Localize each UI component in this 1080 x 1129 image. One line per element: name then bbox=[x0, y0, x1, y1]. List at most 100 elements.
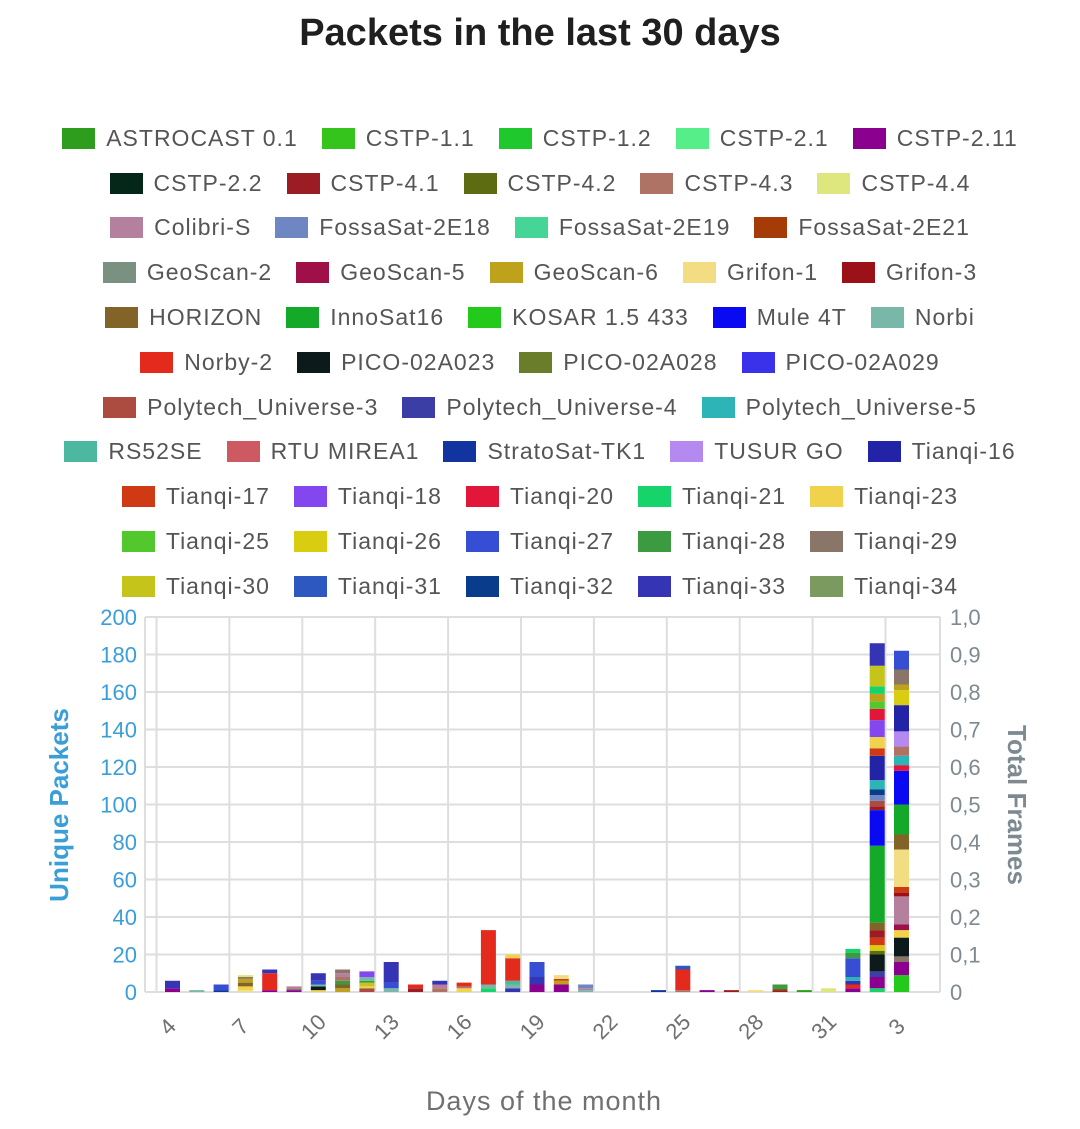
legend-item[interactable]: ASTROCAST 0.1 bbox=[62, 125, 298, 152]
legend-label: CSTP-1.2 bbox=[542, 124, 652, 151]
legend-item[interactable]: Polytech_Universe-4 bbox=[402, 394, 677, 421]
legend-item[interactable]: Tianqi-25 bbox=[121, 528, 270, 555]
legend-label: GeoScan-6 bbox=[533, 259, 659, 286]
legend-label: FossaSat-2E18 bbox=[319, 214, 491, 241]
legend-item[interactable]: Tianqi-29 bbox=[810, 528, 958, 555]
y-tick-label-left: 180 bbox=[100, 643, 137, 668]
legend-row: Colibri-S FossaSat-2E18 FossaSat-2E19 Fossa… bbox=[40, 206, 1040, 251]
legend-item[interactable]: GeoScan-6 bbox=[489, 259, 659, 286]
bar-segment bbox=[894, 746, 909, 756]
legend-item[interactable]: Tianqi-20 bbox=[465, 483, 614, 510]
legend-item[interactable]: PICO-02A028 bbox=[519, 349, 717, 376]
legend-item[interactable]: CSTP-1.1 bbox=[321, 124, 475, 152]
bar-segment bbox=[699, 990, 715, 992]
legend-swatch bbox=[465, 531, 499, 553]
legend-item[interactable]: RS52SE bbox=[64, 438, 202, 465]
legend-item[interactable]: Norby-2 bbox=[140, 349, 273, 376]
legend-item[interactable]: Colibri-S bbox=[110, 214, 251, 241]
legend-item[interactable]: CSTP-4.1 bbox=[286, 170, 440, 197]
legend-item[interactable]: Tianqi-30 bbox=[121, 572, 270, 600]
legend-item[interactable]: GeoScan-5 bbox=[296, 259, 465, 286]
legend-item[interactable]: Tianqi-34 bbox=[810, 573, 958, 600]
bar-segment bbox=[456, 986, 472, 989]
legend-item[interactable]: Mule 4T bbox=[712, 304, 847, 331]
legend-item[interactable]: Tianqi-23 bbox=[810, 483, 958, 510]
bar-segment bbox=[529, 962, 545, 977]
legend-item[interactable]: CSTP-2.2 bbox=[109, 169, 263, 197]
bar-segment bbox=[335, 988, 351, 992]
legend-swatch bbox=[640, 172, 674, 194]
legend-item[interactable]: PICO-02A023 bbox=[297, 349, 495, 376]
legend-item[interactable]: Tianqi-16 bbox=[867, 438, 1016, 465]
legend-item[interactable]: Tianqi-17 bbox=[121, 483, 270, 510]
bar-segment bbox=[651, 990, 666, 992]
x-axis-title: Days of the month bbox=[426, 1086, 662, 1116]
y-tick-label-right: 0,1 bbox=[950, 943, 981, 968]
bar-segment bbox=[869, 693, 885, 702]
legend-label: Tianqi-32 bbox=[509, 572, 615, 599]
bar-segment bbox=[869, 720, 885, 737]
bar-stack bbox=[869, 643, 885, 992]
legend-item[interactable]: CSTP-2.11 bbox=[852, 125, 1018, 152]
legend-item[interactable]: FossaSat-2E18 bbox=[275, 214, 491, 241]
legend-row: CSTP-2.2 CSTP-4.1 CSTP-4.2 CSTP-4.3 CSTP-4.4 bbox=[40, 161, 1040, 206]
bar-segment bbox=[480, 930, 496, 985]
legend-item[interactable]: RTU MIREA1 bbox=[226, 438, 420, 465]
legend-label: CSTP-1.1 bbox=[365, 124, 475, 151]
bar-stack bbox=[553, 975, 569, 992]
legend-swatch bbox=[465, 575, 499, 597]
bar-stack bbox=[213, 984, 229, 992]
legend-item[interactable]: Tianqi-32 bbox=[465, 572, 615, 600]
bar-segment bbox=[894, 770, 909, 805]
legend-item[interactable]: Polytech_Universe-3 bbox=[103, 394, 378, 421]
legend-item[interactable]: Tianqi-31 bbox=[293, 573, 442, 600]
legend-item[interactable]: FossaSat-2E21 bbox=[754, 214, 970, 241]
bar-segment bbox=[237, 982, 253, 987]
legend-item[interactable]: TUSUR GO bbox=[670, 438, 843, 465]
legend-label: CSTP-2.2 bbox=[153, 169, 263, 196]
legend: ASTROCAST 0.1 CSTP-1.1 CSTP-1.2 CSTP-2.1 CST… bbox=[40, 116, 1040, 609]
legend-item[interactable]: CSTP-4.2 bbox=[463, 170, 617, 197]
y-tick-label-right: 0,3 bbox=[950, 868, 981, 893]
legend-item[interactable]: PICO-02A029 bbox=[741, 349, 940, 376]
bar-segment bbox=[262, 973, 278, 991]
legend-item[interactable]: Tianqi-27 bbox=[465, 528, 614, 555]
bar-segment bbox=[869, 748, 885, 756]
bar-segment bbox=[894, 669, 909, 685]
legend-item[interactable]: Grifon-3 bbox=[842, 259, 977, 286]
legend-item[interactable]: CSTP-1.2 bbox=[498, 124, 652, 152]
legend-item[interactable]: GeoScan-2 bbox=[102, 259, 272, 286]
legend-item[interactable]: Tianqi-21 bbox=[638, 483, 786, 510]
bar-segment bbox=[286, 990, 302, 992]
legend-label: Colibri-S bbox=[154, 214, 252, 241]
legend-item[interactable]: CSTP-4.3 bbox=[640, 170, 793, 197]
legend-swatch bbox=[852, 127, 886, 149]
legend-item[interactable]: CSTP-4.4 bbox=[817, 170, 970, 197]
bar-segment bbox=[383, 982, 399, 989]
legend-item[interactable]: CSTP-2.1 bbox=[675, 125, 829, 152]
legend-item[interactable]: Tianqi-33 bbox=[638, 573, 786, 600]
legend-item[interactable]: FossaSat-2E19 bbox=[514, 214, 731, 241]
legend-item[interactable]: Tianqi-28 bbox=[638, 528, 786, 555]
legend-item[interactable]: Tianqi-26 bbox=[293, 528, 442, 555]
legend-item[interactable]: Grifon-1 bbox=[682, 259, 818, 286]
bar-segment bbox=[894, 924, 909, 931]
legend-item[interactable]: Polytech_Universe-5 bbox=[701, 394, 977, 421]
bar-segment bbox=[723, 990, 739, 992]
bar-segment bbox=[237, 975, 253, 977]
legend-label: Tianqi-30 bbox=[165, 572, 270, 599]
legend-item[interactable]: HORIZON bbox=[105, 304, 262, 331]
legend-item[interactable]: Norbi bbox=[870, 304, 975, 331]
legend-item[interactable]: InnoSat16 bbox=[286, 304, 444, 331]
bar-segment bbox=[529, 977, 545, 985]
legend-item[interactable]: Tianqi-18 bbox=[293, 483, 442, 510]
x-tick-label: 16 bbox=[442, 1009, 477, 1044]
legend-item[interactable]: KOSAR 1.5 433 bbox=[468, 304, 689, 331]
y-tick-label-right: 0,4 bbox=[950, 830, 981, 855]
legend-item[interactable]: StratoSat-TK1 bbox=[443, 438, 646, 465]
bar-segment bbox=[505, 988, 521, 992]
bar-stack bbox=[894, 650, 909, 992]
bar-segment bbox=[894, 650, 909, 670]
bar-stack bbox=[578, 984, 594, 992]
bar-segment bbox=[456, 982, 472, 987]
